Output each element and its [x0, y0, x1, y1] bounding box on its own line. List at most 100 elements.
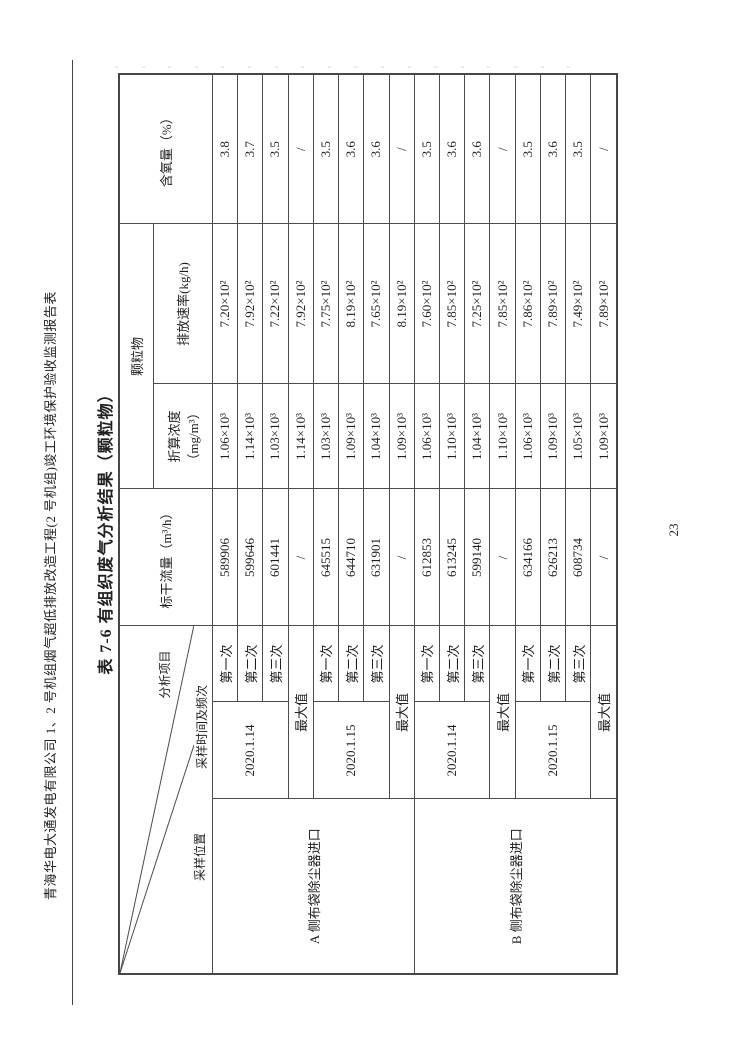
- scan-bleed-mark: ᶜ: [565, 65, 575, 68]
- rate-value-cell: 7.49×10²: [565, 223, 591, 384]
- flow-value-cell: 601441: [262, 489, 289, 626]
- concentration-value-cell: 1.09×10³: [338, 384, 364, 489]
- rate-value-cell: 7.89×10²: [540, 223, 566, 384]
- scan-bleed-mark: ᶜ: [219, 65, 229, 68]
- frequency-cell: 第二次: [540, 626, 566, 702]
- oxygen-value-cell: 3.5: [414, 73, 440, 224]
- rate-value-cell: 7.60×10²: [414, 223, 440, 384]
- corner-label-sampling-time: 采样时间及频次: [194, 684, 209, 769]
- oxygen-value-cell: 3.6: [363, 73, 390, 224]
- rate-value-cell: 7.65×10²: [363, 223, 390, 384]
- column-header-oxygen: 含氧量（%）: [119, 73, 213, 224]
- concentration-value-cell: 1.14×10³: [237, 384, 263, 489]
- location-cell: A 侧布袋除尘器进口: [212, 799, 415, 974]
- frequency-cell: 第三次: [565, 626, 591, 702]
- oxygen-value-cell: /: [590, 73, 617, 224]
- column-header-concentration: 折算浓度（mg/m³）: [153, 384, 213, 489]
- oxygen-value-cell: 3.6: [338, 73, 364, 224]
- concentration-value-cell: 1.09×10³: [389, 384, 415, 489]
- location-cell: B 侧布袋除尘器进口: [414, 799, 617, 974]
- concentration-value-cell: 1.06×10³: [414, 384, 440, 489]
- concentration-value-cell: 1.09×10³: [540, 384, 566, 489]
- diagonal-divider-icon: [120, 626, 194, 973]
- results-table: 分析项目 采样时间及频次 采样位置 标干流量（m³/h） 颗粒物 含氧量（%） …: [118, 72, 618, 975]
- flow-value-cell: 第一次: [313, 626, 339, 702]
- oxygen-value-cell: /: [489, 73, 516, 224]
- frequency-cell: 最大值: [489, 626, 516, 799]
- concentration-value-cell: 1.10×10³: [439, 384, 465, 489]
- flow-value-cell: 第一次: [515, 626, 541, 702]
- scan-bleed-mark: ᶜ: [246, 65, 255, 68]
- scan-bleed-mark: ᶜ: [325, 65, 335, 68]
- flow-value-cell: 631901: [363, 489, 390, 626]
- oxygen-value-cell: 7.86×10²: [515, 223, 541, 384]
- scan-bleed-mark: ᶜ: [299, 65, 309, 68]
- rate-value-cell: 7.85×10²: [439, 223, 465, 384]
- diagonal-corner-cell: 分析项目 采样时间及频次 采样位置: [119, 626, 213, 974]
- scan-bleed-mark: ᶜ: [113, 65, 122, 68]
- rate-value-cell: 1.03×10³: [313, 384, 339, 489]
- flow-value-cell: /: [489, 489, 516, 626]
- oxygen-value-cell: 3.5: [313, 73, 339, 224]
- concentration-value-cell: 1.14×10³: [288, 384, 314, 489]
- concentration-value-cell: 1.04×10³: [363, 384, 390, 489]
- rate-value-cell: 7.25×10²: [464, 223, 490, 384]
- frequency-cell: 第二次: [237, 626, 263, 702]
- rate-value-cell: 7.92×10²: [288, 223, 314, 384]
- oxygen-value-cell: 7.75×10²: [313, 223, 339, 384]
- frequency-cell: 第二次: [439, 626, 465, 702]
- corner-label-sampling-position: 采样位置: [192, 832, 207, 881]
- oxygen-value-cell: /: [389, 73, 415, 224]
- flow-value-cell: 608734: [565, 489, 591, 626]
- oxygen-value-cell: /: [288, 73, 314, 224]
- oxygen-value-cell: 3.6: [540, 73, 566, 224]
- page-number: 23: [666, 523, 681, 537]
- flow-value-cell: 599646: [237, 489, 263, 626]
- scan-bleed-mark: ᶜ: [512, 65, 521, 68]
- scan-bleed-mark: ᶜ: [352, 65, 362, 68]
- scan-bleed-mark: ᶜ: [192, 65, 202, 68]
- scan-bleed-mark: ᶜ: [458, 65, 468, 68]
- frequency-cell: 最大值: [389, 626, 415, 799]
- date-cell: 2020.1.14: [414, 702, 490, 799]
- oxygen-value-cell: 3.6: [439, 73, 465, 224]
- frequency-cell: 第一次: [212, 626, 238, 702]
- oxygen-value-cell: 3.5: [515, 73, 541, 224]
- flow-value-cell: /: [590, 489, 617, 626]
- scan-bleed-mark: ᶜ: [139, 65, 149, 68]
- flow-value-cell: 644710: [338, 489, 364, 626]
- oxygen-value-cell: 3.7: [237, 73, 263, 224]
- flow-value-cell: /: [288, 489, 314, 626]
- rate-value-cell: 7.20×10²: [212, 223, 238, 384]
- flow-value-cell: /: [389, 489, 415, 626]
- results-table-wrapper: 分析项目 采样时间及频次 采样位置 标干流量（m³/h） 颗粒物 含氧量（%） …: [118, 72, 618, 975]
- rate-value-cell: 8.19×10²: [338, 223, 364, 384]
- frequency-cell: 2020.1.15: [515, 702, 591, 799]
- scan-bleed-mark: ᶜ: [405, 65, 415, 68]
- concentration-value-cell: 1.06×10³: [212, 384, 238, 489]
- table-title: 表 7-6 有组织废气分析结果（颗粒物）: [98, 385, 115, 675]
- concentration-value-cell: 634166: [515, 489, 541, 626]
- column-header-flow: 标干流量（m³/h）: [119, 489, 213, 626]
- frequency-cell: 第三次: [464, 626, 490, 702]
- table-body: A 侧布袋除尘器进口 2020.1.14 第一次 589906 1.06×10³ 7.20…: [212, 73, 617, 974]
- frequency-cell: 第一次: [414, 626, 440, 702]
- rate-value-cell: 8.19×10²: [389, 223, 415, 384]
- scan-bleed-mark: ᶜ: [432, 65, 442, 68]
- column-header-rate: 排放速率(kg/h): [153, 223, 213, 384]
- flow-value-cell: 612853: [414, 489, 440, 626]
- oxygen-value-cell: 3.5: [262, 73, 289, 224]
- flow-value-cell: 613245: [439, 489, 465, 626]
- report-running-header: 青海华电大通发电有限公司 1、2 号机组烟气超低排放改造工程(2 号机组)竣工环…: [43, 291, 58, 900]
- frequency-cell: 最大值: [288, 626, 314, 799]
- scan-bleed-mark: ᶜ: [166, 65, 176, 68]
- concentration-value-cell: 1.03×10³: [262, 384, 289, 489]
- flow-value-cell: 626213: [540, 489, 566, 626]
- frequency-cell: 第三次: [363, 626, 390, 702]
- rate-value-cell: 7.85×10²: [489, 223, 516, 384]
- flow-value-cell: 589906: [212, 489, 238, 626]
- oxygen-value-cell: 3.6: [464, 73, 490, 224]
- rate-value-cell: 7.89×10²: [590, 223, 617, 384]
